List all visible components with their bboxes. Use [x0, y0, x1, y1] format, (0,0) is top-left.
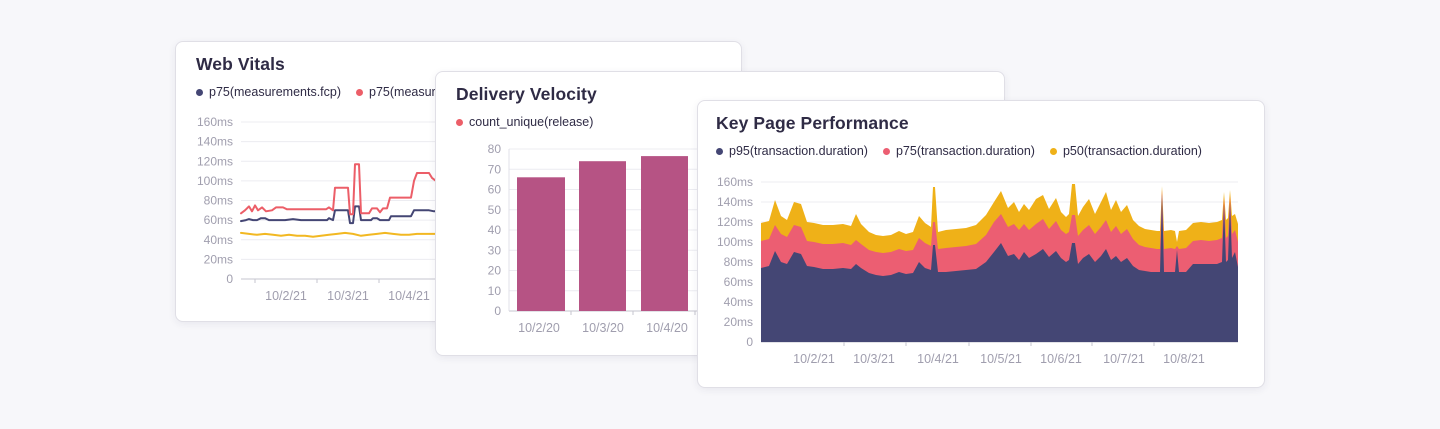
- y-axis-label: 80ms: [724, 255, 753, 269]
- y-axis-label: 160ms: [197, 115, 233, 129]
- y-axis-label: 0: [226, 272, 233, 286]
- y-axis-label: 120ms: [197, 154, 233, 168]
- x-axis-label: 10/3/20: [582, 321, 624, 335]
- y-axis-label: 0: [494, 304, 501, 318]
- legend-item[interactable]: p50(transaction.duration): [1049, 144, 1202, 158]
- axis-labels: 160ms 140ms 120ms 100ms 80ms 60ms 40ms 20ms 0 10/…: [717, 175, 1205, 366]
- legend-dot-icon: [356, 88, 364, 96]
- y-axis-label: 100ms: [197, 174, 233, 188]
- y-axis-label: 20: [488, 264, 502, 278]
- legend-item-label: p50(transaction.duration): [1062, 144, 1202, 158]
- y-axis-label: 80: [488, 142, 502, 156]
- x-axis-label: 10/4/21: [917, 352, 959, 366]
- bar[interactable]: [641, 156, 688, 311]
- legend-dot-icon: [1049, 147, 1057, 155]
- widget-key-page-performance[interactable]: Key Page Performance p95(transaction.dur…: [697, 100, 1265, 388]
- x-axis-label: 10/8/21: [1163, 352, 1205, 366]
- bar[interactable]: [579, 161, 626, 311]
- legend-key-page-performance: p95(transaction.duration) p75(transaction…: [716, 144, 1260, 158]
- legend-item-label: p95(transaction.duration): [729, 144, 868, 158]
- y-axis-label: 60ms: [724, 275, 753, 289]
- legend-item-label: count_unique(release): [469, 115, 594, 129]
- legend-item[interactable]: count_unique(release): [456, 115, 593, 129]
- x-axis-label: 10/6/21: [1040, 352, 1082, 366]
- line-series: [240, 163, 462, 216]
- legend-item[interactable]: p95(transaction.duration): [716, 144, 868, 158]
- y-axis-label: 0: [746, 335, 753, 349]
- y-axis-label: 140ms: [197, 135, 233, 149]
- widget-title: Key Page Performance: [716, 113, 909, 133]
- axis-labels: 160ms 140ms 120ms 100ms 80ms 60ms 40ms 20ms 0 10/…: [197, 115, 430, 303]
- line-series: [240, 205, 462, 225]
- legend-item-label: p75(measurements.fcp): [209, 85, 342, 99]
- key-page-performance-chart[interactable]: 160ms 140ms 120ms 100ms 80ms 60ms 40ms 20ms 0 10/…: [698, 101, 1264, 387]
- y-axis-label: 60: [488, 183, 502, 197]
- y-axis-label: 10: [488, 284, 502, 298]
- y-axis-label: 40: [488, 223, 502, 237]
- y-axis-label: 40ms: [204, 233, 233, 247]
- y-axis-label: 40ms: [724, 295, 753, 309]
- x-axis-label: 10/4/21: [388, 289, 430, 303]
- x-axis-label: 10/3/21: [327, 289, 369, 303]
- x-axis-label: 10/2/20: [518, 321, 560, 335]
- legend-dot-icon: [456, 118, 463, 126]
- y-axis-label: 160ms: [717, 175, 753, 189]
- widget-title: Delivery Velocity: [456, 84, 597, 104]
- legend-dot-icon: [196, 88, 203, 96]
- y-axis-label: 20ms: [724, 315, 753, 329]
- y-axis-label: 20ms: [204, 252, 233, 266]
- legend-item-label: p75(transaction.duration): [895, 144, 1035, 158]
- x-axis-label: 10/2/21: [793, 352, 835, 366]
- x-axis-label: 10/2/21: [265, 289, 307, 303]
- y-axis-label: 60ms: [204, 213, 233, 227]
- legend-delivery-velocity: count_unique(release): [456, 115, 1000, 129]
- bar[interactable]: [517, 177, 565, 311]
- y-axis-label: 30: [488, 243, 502, 257]
- legend-item[interactable]: p75(transaction.duration): [882, 144, 1035, 158]
- y-axis-label: 50: [488, 203, 502, 217]
- legend-dot-icon: [882, 147, 890, 155]
- line-series: [240, 231, 462, 238]
- legend-dot-icon: [716, 147, 723, 155]
- y-axis-label: 100ms: [717, 235, 753, 249]
- y-axis-label: 140ms: [717, 195, 753, 209]
- axis-labels: 80 70 60 50 40 30 20 10 0 10/2/20 10/3/20 10/4/20: [488, 142, 688, 335]
- x-axis-label: 10/7/21: [1103, 352, 1145, 366]
- y-axis-label: 70: [488, 162, 502, 176]
- x-axis-label: 10/5/21: [980, 352, 1022, 366]
- area-series: [761, 194, 1238, 342]
- x-axis-label: 10/3/21: [853, 352, 895, 366]
- y-axis-label: 80ms: [204, 194, 233, 208]
- y-axis-label: 120ms: [717, 215, 753, 229]
- legend-item[interactable]: p75(measurements.fcp): [196, 85, 341, 99]
- x-axis-label: 10/4/20: [646, 321, 688, 335]
- widget-title: Web Vitals: [196, 54, 285, 74]
